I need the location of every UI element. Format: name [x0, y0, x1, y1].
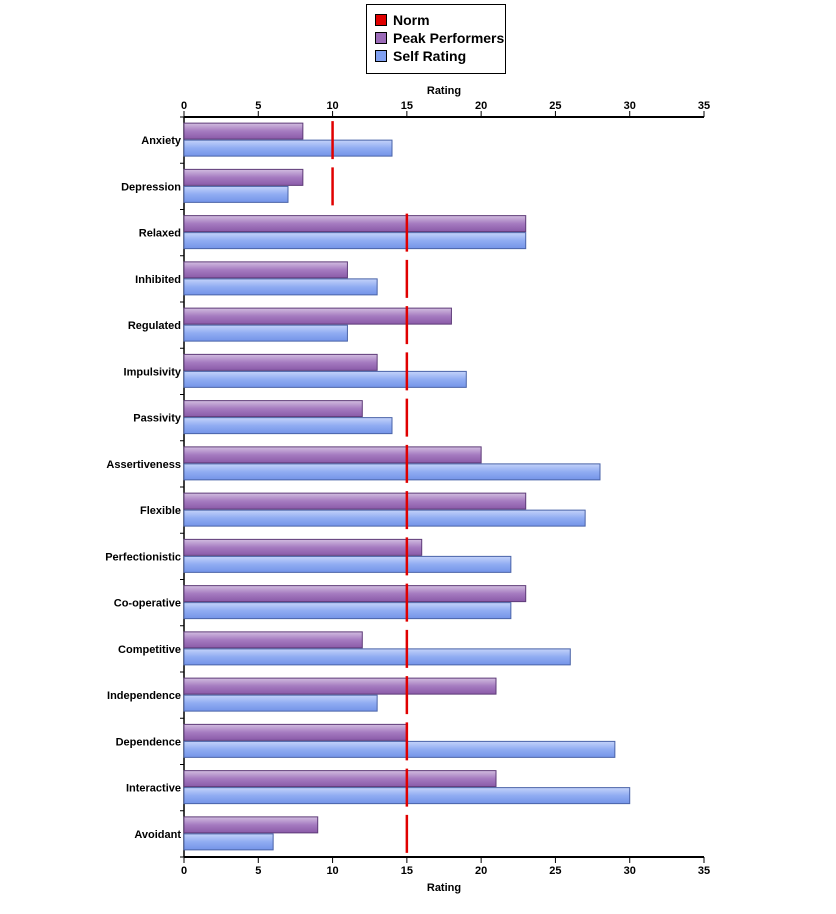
x-axis-label-top: Rating — [427, 85, 461, 97]
bar-peak-performers-dependence — [183, 723, 408, 741]
bar-self-rating-regulated — [183, 324, 348, 342]
category-label-anxiety: Anxiety — [141, 135, 182, 147]
category-label-independence: Independence — [107, 690, 181, 702]
category-label-flexible: Flexible — [140, 505, 181, 517]
bar-self-rating-independence — [183, 694, 378, 712]
plot-area: 0 0 5 5 10 10 15 15 20 20 25 25 30 30 35 35 Anxiety Depre… — [105, 100, 710, 877]
category-label-dependence: Dependence — [116, 736, 181, 748]
category-label-depression: Depression — [121, 181, 181, 193]
bar-peak-performers-competitive — [183, 631, 363, 649]
x-tick-label-top-0: 0 — [181, 100, 187, 112]
bar-self-rating-competitive — [183, 648, 571, 666]
bar-self-rating-passivity — [183, 417, 393, 435]
bar-self-rating-flexible — [183, 509, 586, 527]
legend-swatch-peak-performers — [375, 32, 387, 44]
category-label-competitive: Competitive — [118, 644, 181, 656]
bar-peak-performers-interactive — [183, 770, 497, 788]
x-tick-label-top-20: 20 — [475, 100, 487, 112]
bar-self-rating-depression — [183, 185, 289, 203]
category-label-perfectionistic: Perfectionistic — [105, 551, 181, 563]
legend-swatch-norm — [375, 14, 387, 26]
legend-label-peak-performers: Peak Performers — [393, 30, 505, 46]
bar-self-rating-co-operative — [183, 602, 512, 620]
x-tick-label-bottom-35: 35 — [698, 865, 710, 877]
category-label-regulated: Regulated — [128, 320, 181, 332]
x-axis-label-bottom: Rating — [427, 882, 461, 894]
bar-peak-performers-avoidant — [183, 816, 319, 834]
bar-peak-performers-independence — [183, 677, 497, 695]
legend-item-self-rating: Self Rating — [375, 47, 505, 65]
bar-peak-performers-regulated — [183, 307, 452, 325]
chart-legend: Norm Peak Performers Self Rating — [366, 4, 506, 74]
bar-peak-performers-flexible — [183, 492, 527, 510]
x-tick-label-bottom-15: 15 — [401, 865, 413, 877]
bar-peak-performers-anxiety — [183, 122, 304, 140]
bar-peak-performers-depression — [183, 168, 304, 186]
bar-self-rating-assertiveness — [183, 463, 601, 481]
legend-swatch-self-rating — [375, 50, 387, 62]
bar-peak-performers-impulsivity — [183, 353, 378, 371]
x-tick-label-bottom-30: 30 — [624, 865, 636, 877]
category-label-assertiveness: Assertiveness — [106, 459, 181, 471]
bar-self-rating-impulsivity — [183, 370, 467, 388]
x-tick-label-bottom-5: 5 — [255, 865, 261, 877]
legend-label-norm: Norm — [393, 12, 430, 28]
category-label-inhibited: Inhibited — [135, 274, 181, 286]
category-label-avoidant: Avoidant — [134, 829, 181, 841]
category-label-co-operative: Co-operative — [114, 598, 181, 610]
bar-peak-performers-passivity — [183, 400, 363, 418]
category-label-relaxed: Relaxed — [139, 228, 181, 240]
bar-self-rating-inhibited — [183, 278, 378, 296]
x-tick-label-top-5: 5 — [255, 100, 261, 112]
category-label-interactive: Interactive — [126, 783, 181, 795]
bar-self-rating-relaxed — [183, 232, 527, 250]
bar-peak-performers-co-operative — [183, 585, 527, 603]
bar-self-rating-anxiety — [183, 139, 393, 157]
legend-label-self-rating: Self Rating — [393, 48, 467, 64]
category-label-passivity: Passivity — [133, 413, 182, 425]
x-tick-label-bottom-10: 10 — [326, 865, 338, 877]
legend-item-norm: Norm — [375, 11, 505, 29]
bar-self-rating-perfectionistic — [183, 555, 512, 573]
x-tick-label-bottom-20: 20 — [475, 865, 487, 877]
category-label-impulsivity: Impulsivity — [124, 366, 182, 378]
bar-peak-performers-relaxed — [183, 215, 527, 233]
bar-peak-performers-assertiveness — [183, 446, 482, 464]
bar-self-rating-dependence — [183, 740, 616, 758]
x-tick-label-top-15: 15 — [401, 100, 413, 112]
x-tick-label-top-10: 10 — [326, 100, 338, 112]
bar-self-rating-avoidant — [183, 833, 274, 851]
x-tick-label-top-35: 35 — [698, 100, 710, 112]
bar-peak-performers-inhibited — [183, 261, 348, 279]
legend-item-peak-performers: Peak Performers — [375, 29, 505, 47]
x-tick-label-bottom-25: 25 — [549, 865, 561, 877]
x-tick-label-bottom-0: 0 — [181, 865, 187, 877]
x-tick-label-top-25: 25 — [549, 100, 561, 112]
x-tick-label-top-30: 30 — [624, 100, 636, 112]
bar-peak-performers-perfectionistic — [183, 538, 423, 556]
